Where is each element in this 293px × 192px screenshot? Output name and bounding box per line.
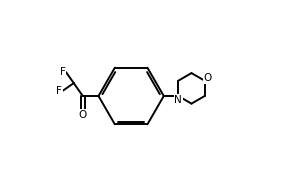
Text: N: N <box>174 95 182 105</box>
Text: F: F <box>60 67 66 77</box>
Text: O: O <box>79 110 87 120</box>
Text: F: F <box>56 86 62 96</box>
Text: O: O <box>203 73 212 84</box>
